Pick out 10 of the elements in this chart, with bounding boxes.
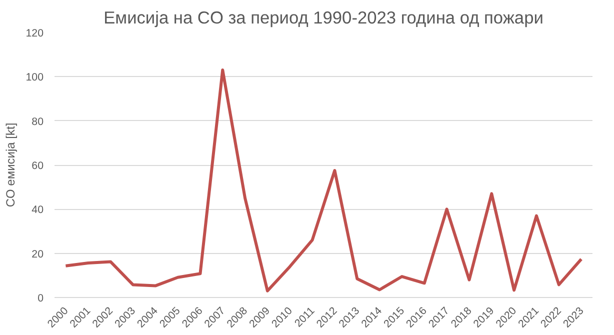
y-axis-title: CO емисија [kt] bbox=[4, 122, 18, 208]
y-tick-label: 20 bbox=[32, 248, 44, 260]
y-tick-label: 100 bbox=[26, 72, 44, 84]
chart-title: Емисија на CO за период 1990-2023 година од пожари bbox=[104, 8, 544, 28]
y-tick-label: 0 bbox=[38, 292, 44, 304]
line-series bbox=[64, 68, 583, 292]
y-tick-label: 120 bbox=[26, 28, 44, 40]
y-tick-label: 80 bbox=[32, 116, 44, 128]
y-tick-label: 40 bbox=[32, 204, 44, 216]
y-tick-label: 60 bbox=[32, 160, 44, 172]
